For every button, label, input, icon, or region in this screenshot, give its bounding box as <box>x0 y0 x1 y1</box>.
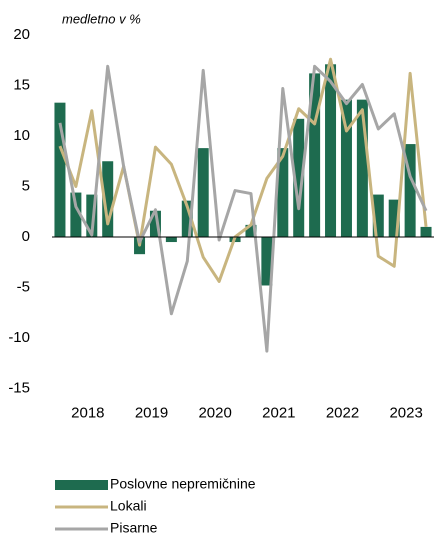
bar <box>86 194 98 237</box>
legend-label: Pisarne <box>110 520 158 536</box>
line <box>58 64 428 353</box>
y-tick-label: 15 <box>13 76 30 93</box>
bar <box>388 199 400 237</box>
bar <box>277 148 289 237</box>
bar <box>420 226 432 237</box>
x-tick-label: 2021 <box>262 404 295 421</box>
bar <box>325 64 337 237</box>
legend-swatch <box>55 480 108 490</box>
bar <box>54 102 66 237</box>
bar <box>102 161 114 237</box>
x-tick-label: 2022 <box>326 404 359 421</box>
line <box>58 57 428 283</box>
bar <box>245 224 257 237</box>
y-tick-label: -10 <box>8 329 30 346</box>
bar <box>261 237 273 286</box>
x-tick-label: 2020 <box>198 404 231 421</box>
y-tick-label: 20 <box>13 26 30 43</box>
chart-subtitle: medletno v % <box>62 11 141 26</box>
bar <box>340 99 352 237</box>
x-tick-label: 2019 <box>135 404 168 421</box>
bar <box>181 200 193 237</box>
bar <box>70 192 82 237</box>
y-tick-label: 0 <box>22 228 30 245</box>
bar <box>404 144 416 237</box>
y-tick-label: -15 <box>8 379 30 396</box>
bar <box>372 194 384 237</box>
legend-label: Poslovne nepremičnine <box>110 476 256 492</box>
y-tick-label: 5 <box>22 177 30 194</box>
bar <box>309 73 321 237</box>
x-tick-label: 2018 <box>71 404 104 421</box>
bar <box>149 210 161 237</box>
legend-label: Lokali <box>110 498 147 514</box>
bar <box>356 99 368 237</box>
bar <box>197 148 209 237</box>
x-tick-label: 2023 <box>389 404 422 421</box>
y-tick-label: -5 <box>17 278 30 295</box>
bar <box>293 118 305 237</box>
bar <box>165 237 177 243</box>
y-tick-label: 10 <box>13 127 30 144</box>
